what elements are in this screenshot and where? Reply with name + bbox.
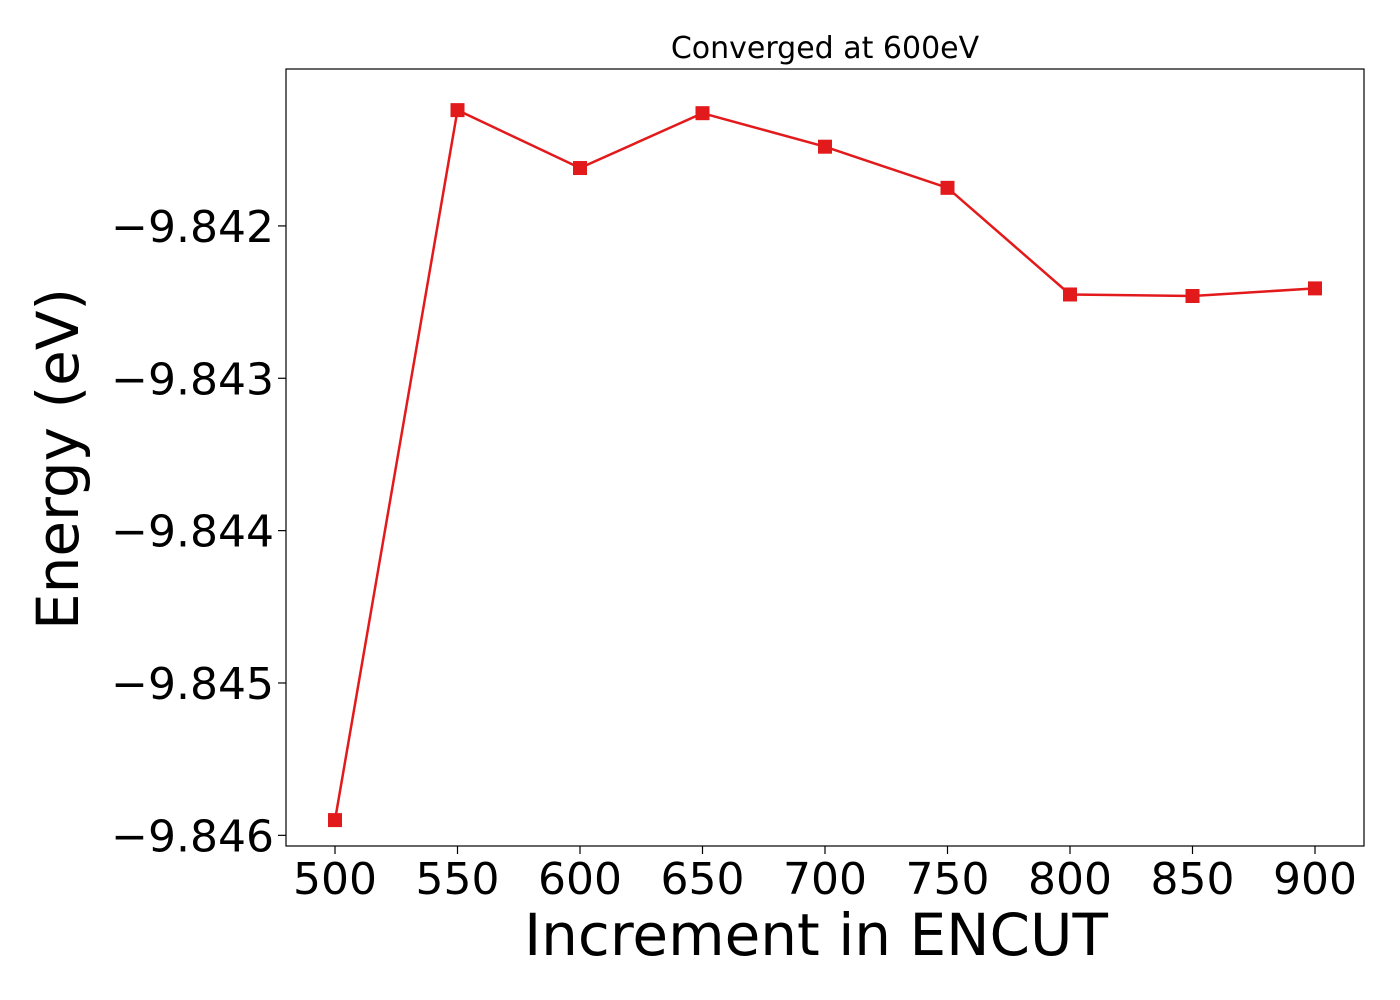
chart-title: Converged at 600eV	[671, 31, 980, 66]
x-tick-label: 600	[538, 854, 622, 905]
data-point	[1308, 281, 1322, 296]
data-point	[695, 106, 710, 121]
x-tick-label: 800	[1028, 854, 1112, 905]
plot-frame	[285, 68, 1365, 847]
data-point	[450, 103, 465, 118]
x-tick-label: 650	[661, 854, 745, 905]
data-point	[940, 180, 955, 195]
x-tick-label: 850	[1151, 854, 1235, 905]
x-tick-label: 550	[416, 854, 500, 905]
plot-area	[328, 103, 1322, 828]
x-tick-label: 900	[1273, 854, 1357, 905]
data-point	[1185, 289, 1200, 304]
data-point	[328, 813, 342, 828]
y-tick-label: −9.842	[111, 202, 274, 253]
x-tick-label: 500	[293, 854, 377, 905]
y-tick-label: −9.845	[111, 659, 274, 710]
data-point	[573, 161, 587, 176]
y-tick-label: −9.843	[111, 354, 274, 405]
y-tick-label: −9.844	[111, 507, 274, 558]
x-axis-label: Increment in ENCUT	[524, 901, 1108, 969]
y-axis: −9.842 −9.843 −9.844 −9.845 −9.846	[111, 202, 286, 862]
data-point	[818, 139, 832, 154]
series-line	[333, 108, 1316, 821]
y-axis-label: Energy (eV)	[24, 288, 92, 630]
x-tick-label: 700	[783, 854, 867, 905]
x-tick-label: 750	[906, 854, 990, 905]
x-axis: 500 550 600 650 700 750 800 850 900	[293, 846, 1357, 905]
data-point	[1063, 287, 1077, 302]
y-tick-label: −9.846	[111, 811, 274, 862]
